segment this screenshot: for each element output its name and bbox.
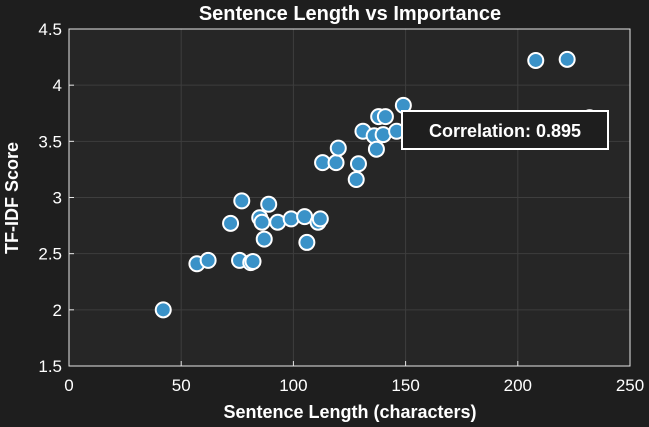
data-point [298, 233, 316, 251]
axes [68, 28, 631, 367]
x-tick-label: 100 [279, 376, 307, 395]
data-point [329, 139, 347, 157]
y-tick-label: 1.5 [38, 357, 62, 376]
y-tick-label: 2.5 [38, 245, 62, 264]
tick-labels: 0 50 100 150 200 250 1.5 2 2.5 3 3.5 4 4.5 [38, 20, 644, 395]
annotation-box [401, 110, 609, 150]
x-tick-label: 200 [504, 376, 532, 395]
data-point [154, 301, 172, 319]
data-point [282, 210, 300, 228]
data-points [154, 50, 599, 319]
data-point [244, 253, 262, 271]
correlation-annotation: Correlation: 0.895 [401, 110, 609, 150]
x-tick-label: 50 [172, 376, 191, 395]
annotation-text: Correlation: 0.895 [429, 121, 581, 141]
chart-title: Sentence Length vs Importance [199, 3, 501, 25]
data-point [558, 50, 576, 68]
data-point [349, 155, 367, 173]
data-point [199, 251, 217, 269]
data-point [233, 192, 251, 210]
data-point [376, 108, 394, 126]
data-point [260, 195, 278, 213]
data-point [311, 210, 329, 228]
y-tick-label: 3.5 [38, 132, 62, 151]
y-tick-label: 4 [53, 76, 62, 95]
data-point [222, 214, 240, 232]
x-tick-label: 250 [616, 376, 644, 395]
y-tick-label: 3 [53, 189, 62, 208]
data-point [327, 154, 345, 172]
y-axis-label: TF-IDF Score [2, 142, 22, 254]
x-tick-label: 0 [64, 376, 73, 395]
x-axis-label: Sentence Length (characters) [223, 402, 476, 422]
y-tick-label: 4.5 [38, 20, 62, 39]
data-point [367, 140, 385, 158]
y-tick-label: 2 [53, 301, 62, 320]
data-point [255, 230, 273, 248]
data-point [347, 171, 365, 189]
data-point [253, 213, 271, 231]
x-tick-label: 150 [391, 376, 419, 395]
data-point [527, 51, 545, 69]
